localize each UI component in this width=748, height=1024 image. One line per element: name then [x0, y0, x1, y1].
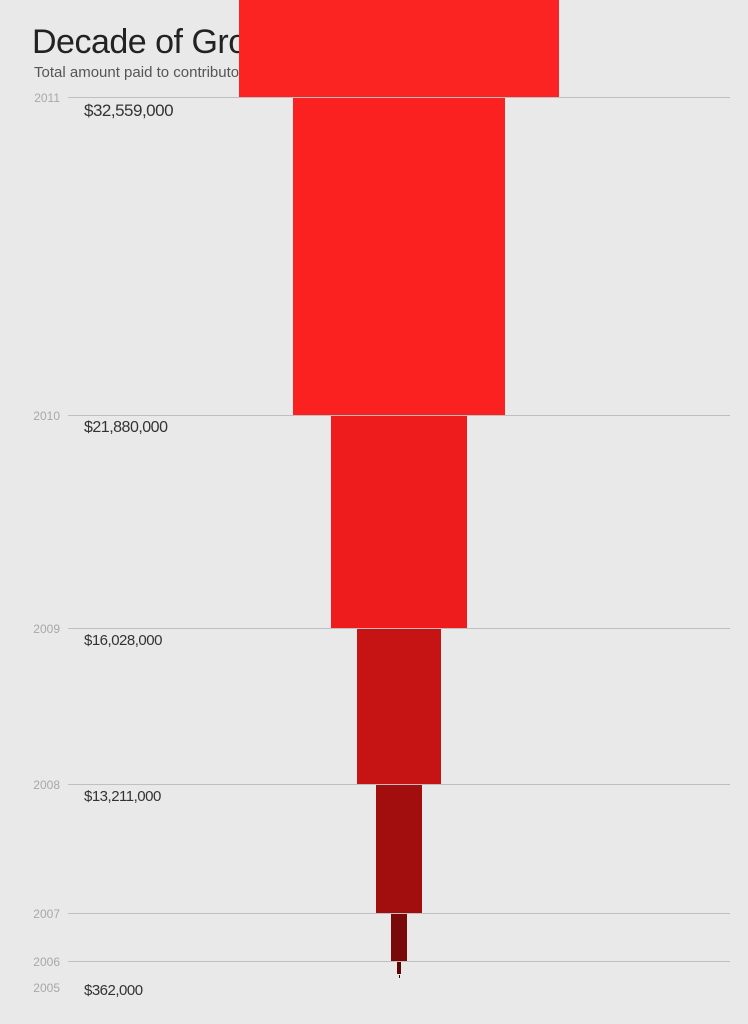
year-label-2010: 2010 [0, 409, 60, 423]
bar-2012 [239, 0, 559, 97]
bar-2010 [331, 415, 466, 628]
value-label-2011: $32,559,000 [84, 101, 173, 121]
value-label-2005: $362,000 [84, 982, 143, 999]
bar-2009 [357, 628, 441, 784]
gridline-2006 [68, 961, 730, 962]
bar-2008 [376, 784, 422, 913]
chart-canvas: Decade of Growth Total amount paid to co… [0, 0, 748, 1024]
gridline-2011 [68, 97, 730, 98]
bar-2011 [293, 97, 504, 414]
year-label-2007: 2007 [0, 907, 60, 921]
bar-2005 [399, 975, 400, 979]
value-label-2008: $13,211,000 [84, 788, 161, 805]
value-label-2010: $21,880,000 [84, 419, 167, 437]
bar-2006 [397, 961, 401, 975]
gridline-2009 [68, 628, 730, 629]
year-label-2009: 2009 [0, 622, 60, 636]
value-label-2009: $16,028,000 [84, 632, 162, 649]
year-label-2008: 2008 [0, 778, 60, 792]
gridline-2010 [68, 415, 730, 416]
bar-2007 [391, 913, 407, 961]
gridline-2008 [68, 784, 730, 785]
gridline-2007 [68, 913, 730, 914]
year-label-2005: 2005 [0, 981, 60, 995]
year-label-2006: 2006 [0, 955, 60, 969]
year-label-2011: 2011 [0, 91, 60, 105]
